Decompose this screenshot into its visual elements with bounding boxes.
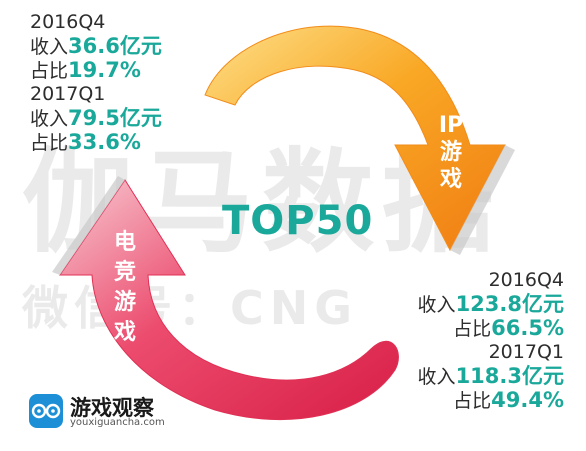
revenue-label: 收入 [417, 366, 456, 388]
esports-arrowhead-shade [52, 176, 125, 275]
share-value: 49.4% [491, 388, 564, 412]
esports-label-char: 竞 [113, 260, 136, 285]
revenue-label: 收入 [30, 108, 69, 130]
ip-label-char: IP [438, 113, 464, 138]
right-revenue-1: 收入123.8亿元 [418, 292, 564, 316]
logo-name: 游戏观察 [70, 396, 154, 420]
right-revenue-2: 收入118.3亿元 [418, 364, 564, 388]
share-value: 66.5% [491, 316, 564, 340]
right-share-2: 占比49.4% [418, 388, 564, 412]
share-label: 占比 [453, 318, 492, 340]
right-period-1: 2016Q4 [488, 269, 564, 291]
esports-arrow [59, 179, 399, 420]
left-period-2: 2017Q1 [30, 83, 106, 105]
logo-url: youxiguancha.com [70, 417, 165, 428]
left-period-1: 2016Q4 [30, 11, 106, 33]
right-share-1: 占比66.5% [418, 316, 564, 340]
left-revenue-2: 收入79.5亿元 [30, 106, 162, 130]
share-label: 占比 [453, 390, 492, 412]
revenue-value: 36.6亿元 [68, 34, 162, 58]
right-stats: 2016Q4 收入123.8亿元 占比66.5% 2017Q1 收入118.3亿… [418, 268, 564, 412]
left-share-1: 占比19.7% [30, 58, 162, 82]
revenue-label: 收入 [30, 36, 69, 58]
left-stats: 2016Q4 收入36.6亿元 占比19.7% 2017Q1 收入79.5亿元 … [30, 10, 162, 154]
esports-label-char: 电 [113, 230, 136, 255]
esports-label-char: 游 [113, 290, 136, 315]
ip-arrow-label: IP 游 戏 [436, 112, 466, 193]
share-label: 占比 [30, 60, 69, 82]
revenue-label: 收入 [417, 294, 456, 316]
share-value: 33.6% [68, 130, 141, 154]
revenue-value: 79.5亿元 [68, 106, 162, 130]
esports-label-char: 戏 [113, 320, 136, 345]
ip-games-arrow [204, 25, 506, 252]
esports-arrow-label: 电 竞 游 戏 [110, 228, 140, 348]
left-revenue-1: 收入36.6亿元 [30, 34, 162, 58]
ip-arrowhead-shade [450, 145, 515, 255]
share-label: 占比 [30, 132, 69, 154]
ip-label-char: 戏 [439, 167, 462, 192]
center-title: TOP50 [222, 198, 374, 244]
revenue-value: 118.3亿元 [455, 364, 564, 388]
watermark-sub: 微信号：CNG [22, 281, 359, 335]
left-share-2: 占比33.6% [30, 130, 162, 154]
revenue-value: 123.8亿元 [455, 292, 564, 316]
gamepad-icon [29, 394, 63, 428]
share-value: 19.7% [68, 58, 141, 82]
right-period-2: 2017Q1 [488, 341, 564, 363]
ip-label-char: 游 [439, 140, 462, 165]
